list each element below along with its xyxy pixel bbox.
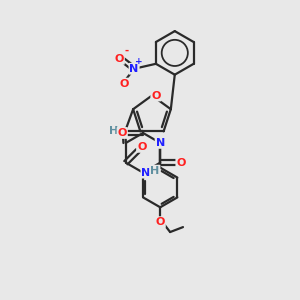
Text: H: H: [150, 166, 160, 176]
Text: H: H: [109, 126, 118, 136]
Text: N: N: [141, 168, 151, 178]
Text: N: N: [130, 64, 139, 74]
Text: O: O: [151, 91, 160, 100]
Text: +: +: [135, 57, 143, 66]
Text: O: O: [118, 128, 127, 138]
Text: O: O: [137, 142, 146, 152]
Text: -: -: [124, 46, 128, 56]
Text: N: N: [156, 138, 165, 148]
Text: O: O: [115, 54, 124, 64]
Text: O: O: [119, 79, 129, 88]
Text: O: O: [155, 217, 165, 227]
Text: O: O: [176, 158, 186, 168]
